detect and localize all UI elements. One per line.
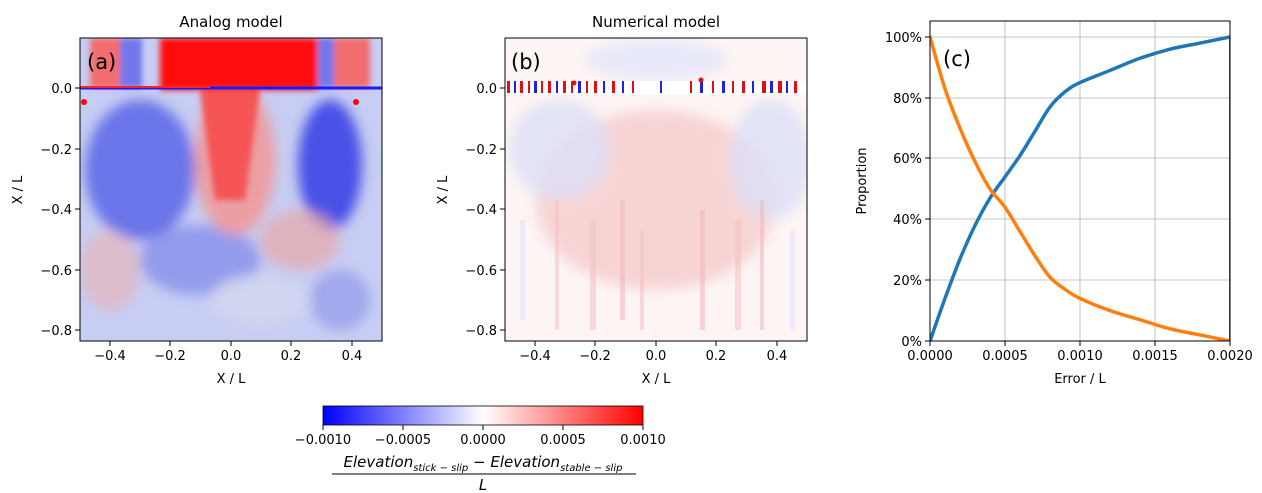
- panel-c-label: (c): [943, 47, 971, 71]
- panel-c-ytick-label-5: 100%: [885, 31, 922, 46]
- panel-c-ytick-label-4: 80%: [893, 92, 922, 107]
- panel-b-xtick-label-4: 0.4: [767, 349, 788, 364]
- panel-a-ylabel: X / L: [11, 175, 26, 205]
- panel-b-ylabel: X / L: [436, 175, 451, 205]
- panel-a-heatmap: [80, 38, 382, 341]
- panel-a-ytick-label-0: 0.0: [51, 82, 72, 97]
- panel-b-ytick-label-1: −0.2: [465, 143, 497, 158]
- panel-b-ytick-label-4: −0.8: [465, 324, 497, 339]
- panel-a-xlabel: X / L: [217, 372, 247, 387]
- panel-c-xtick-label-4: 0.0020: [1207, 349, 1253, 364]
- panel-b-interface-band: [505, 77, 807, 95]
- panel-a-ytick-label-2: −0.4: [40, 203, 72, 218]
- panel-c-ytick-label-3: 60%: [893, 152, 922, 167]
- colorbar-label-numerator: Elevationstick − slip − Elevationstable …: [344, 453, 623, 474]
- panel-b-xtick-label-1: −0.2: [579, 349, 611, 364]
- colorbar-gradient: [322, 405, 644, 426]
- panel-c-series: [930, 35, 1230, 341]
- panel-c-ylabel: Proportion: [855, 147, 870, 214]
- panel-c-series-line-0: [930, 35, 1230, 341]
- panel-b-heatmap: [505, 38, 807, 341]
- panel-c-xtick-label-2: 0.0010: [1057, 349, 1103, 364]
- panel-b: Numerical model: [436, 13, 808, 387]
- panel-b-xticks: −0.4 −0.2 0.0 0.2 0.4: [519, 341, 787, 364]
- panel-c-xtick-label-3: 0.0015: [1132, 349, 1178, 364]
- panel-a-ytick-label-3: −0.6: [40, 264, 72, 279]
- panel-a-yticks: 0.0 −0.2 −0.4 −0.6 −0.8: [40, 82, 80, 339]
- panel-a-xtick-label-4: 0.4: [342, 349, 363, 364]
- panel-c-yticks: 0% 20% 40% 60% 80% 100%: [885, 31, 930, 350]
- panel-a: Analog model: [11, 13, 383, 387]
- panel-b-ytick-label-0: 0.0: [476, 82, 497, 97]
- panel-a-title: Analog model: [179, 13, 282, 31]
- panel-b-xtick-label-3: 0.2: [706, 349, 727, 364]
- colorbar-tick-label-3: 0.0005: [540, 433, 586, 448]
- panel-c-xtick-label-1: 0.0005: [982, 349, 1028, 364]
- panel-c-ytick-label-1: 20%: [893, 274, 922, 289]
- panel-b-streaks: [520, 200, 795, 330]
- panel-c-series-line-1: [930, 35, 1230, 341]
- panel-a-ytick-label-4: −0.8: [40, 324, 72, 339]
- panel-c: (c) 0.0000 0.0005 0.0010 0.0015 0.0020 0…: [855, 20, 1253, 387]
- panel-c-xticks: 0.0000 0.0005 0.0010 0.0015 0.0020: [907, 341, 1253, 364]
- panel-a-xtick-label-1: −0.2: [154, 349, 186, 364]
- panel-a-xtick-label-2: 0.0: [221, 349, 242, 364]
- colorbar-label-denominator: L: [479, 476, 487, 493]
- panel-b-label: (b): [511, 50, 541, 74]
- panel-c-ytick-label-2: 40%: [893, 213, 922, 228]
- panel-a-label: (a): [87, 50, 116, 74]
- colorbar-tick-label-4: 0.0010: [620, 433, 666, 448]
- panel-a-xticks: −0.4 −0.2 0.0 0.2 0.4: [94, 341, 362, 364]
- panel-b-title: Numerical model: [592, 13, 720, 31]
- panel-b-ytick-label-2: −0.4: [465, 203, 497, 218]
- colorbar-tick-label-1: −0.0005: [375, 433, 431, 448]
- panel-a-ytick-label-1: −0.2: [40, 143, 72, 158]
- panel-b-xlabel: X / L: [642, 372, 672, 387]
- colorbar-tick-label-2: 0.0000: [460, 433, 506, 448]
- colorbar-tick-label-0: −0.0010: [295, 433, 351, 448]
- panel-b-xtick-label-2: 0.0: [646, 349, 667, 364]
- panel-b-ytick-label-3: −0.6: [465, 264, 497, 279]
- panel-c-grid: [930, 21, 1230, 341]
- panel-a-xtick-label-0: −0.4: [94, 349, 126, 364]
- panel-a-xtick-label-3: 0.2: [281, 349, 302, 364]
- panel-c-ytick-label-0: 0%: [901, 335, 922, 350]
- colorbar-ticks: −0.0010 −0.0005 0.0000 0.0005 0.0010: [295, 425, 666, 448]
- panel-b-yticks: 0.0 −0.2 −0.4 −0.6 −0.8: [465, 82, 505, 339]
- panel-b-xtick-label-0: −0.4: [519, 349, 551, 364]
- colorbar: −0.0010 −0.0005 0.0000 0.0005 0.0010 Ele…: [295, 405, 666, 493]
- panel-c-xlabel: Error / L: [1054, 372, 1106, 387]
- panel-c-xtick-label-0: 0.0000: [907, 349, 953, 364]
